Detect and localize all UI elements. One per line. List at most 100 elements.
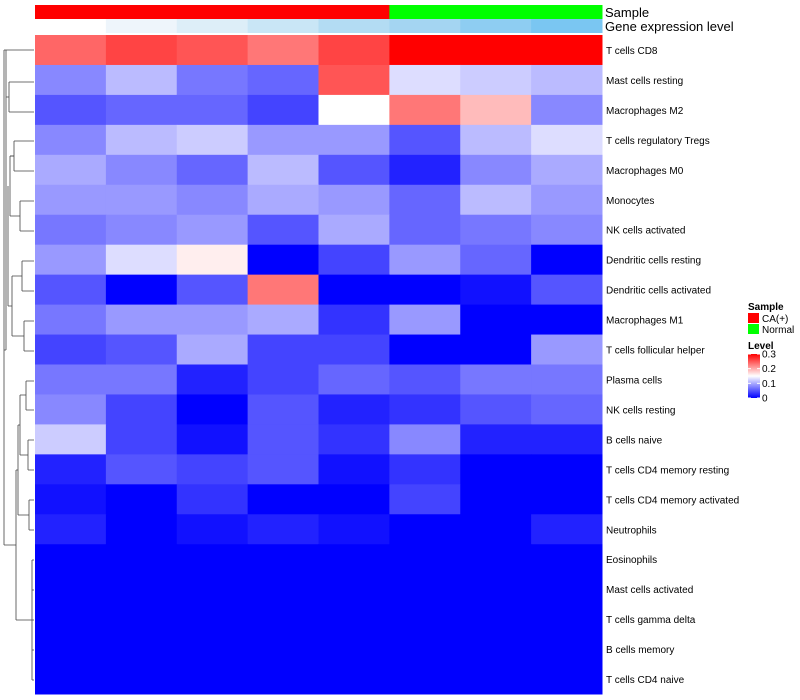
- annotation-cell-sample: [531, 5, 603, 19]
- heatmap-cell: [389, 634, 461, 665]
- heatmap-cell: [176, 574, 249, 605]
- heatmap-cell: [460, 424, 532, 455]
- heatmap-cell: [105, 35, 178, 66]
- heatmap-cell: [247, 244, 319, 276]
- heatmap-cell: [460, 364, 532, 395]
- heatmap-cell: [531, 64, 603, 96]
- heatmap-cell: [460, 35, 532, 66]
- heatmap-cell: [176, 214, 249, 246]
- heatmap-cell: [318, 664, 390, 695]
- dendrogram-branch: [10, 140, 34, 172]
- annotation-cell-expression: [105, 19, 178, 33]
- heatmap-cell: [389, 124, 461, 156]
- heatmap-cell: [460, 514, 532, 545]
- heatmap-cell: [35, 154, 107, 186]
- heatmap-cell: [531, 664, 603, 695]
- annotation-cell-sample: [318, 5, 390, 19]
- annotation-cell-sample: [176, 5, 249, 19]
- heatmap-cell: [318, 274, 390, 306]
- heatmap-cell: [176, 484, 249, 515]
- row-label: T cells CD4 memory activated: [606, 495, 739, 506]
- dendrogram-branch: [5, 49, 34, 350]
- heatmap-cell: [176, 394, 249, 425]
- heatmap-cell: [35, 394, 107, 425]
- heatmap-cell: [318, 544, 390, 575]
- heatmap-cell: [176, 514, 249, 545]
- heatmap-cell: [105, 394, 178, 425]
- dendrogram-branch: [7, 186, 13, 336]
- dendrogram-branch: [3, 350, 32, 621]
- heatmap-cell: [35, 184, 107, 216]
- heatmap-cell: [105, 454, 178, 485]
- row-label: Macrophages M0: [606, 166, 684, 177]
- heatmap-cell: [176, 424, 249, 455]
- legend-swatch: [748, 324, 759, 334]
- heatmap-cell: [35, 574, 107, 605]
- heatmap-cell: [176, 64, 249, 96]
- row-label: Plasma cells: [606, 375, 662, 386]
- heatmap-cell: [35, 334, 107, 365]
- heatmap-cell: [318, 424, 390, 455]
- heatmap-cell: [105, 64, 178, 96]
- heatmap-cell: [389, 364, 461, 395]
- annotation-cell-expression: [531, 19, 603, 33]
- heatmap-cell: [389, 274, 461, 306]
- annotation-cell-expression: [318, 19, 390, 33]
- legend: Sample CA(+)Normal Level 0.3 0.2 0.1 0: [748, 302, 794, 405]
- heatmap-cell: [105, 634, 178, 665]
- heatmap-cell: [35, 604, 107, 635]
- heatmap-cell: [247, 574, 319, 605]
- annotation-tracks: [35, 5, 603, 33]
- heatmap-cell: [105, 304, 178, 336]
- heatmap-cell: [460, 94, 532, 126]
- row-label: T cells CD4 naive: [606, 675, 685, 686]
- heatmap-cell: [389, 304, 461, 336]
- heatmap-cell: [247, 394, 319, 425]
- heatmap-cell: [531, 364, 603, 395]
- heatmap-cell: [35, 454, 107, 485]
- heatmap-cell: [531, 274, 603, 306]
- heatmap-cell: [318, 334, 390, 365]
- row-label: Monocytes: [606, 196, 654, 207]
- annotation-label-sample: Sample: [605, 5, 649, 20]
- heatmap-cell: [105, 154, 178, 186]
- annotation-cell-sample: [389, 5, 461, 19]
- row-label: Dendritic cells activated: [606, 286, 711, 297]
- heatmap-cell: [176, 454, 249, 485]
- heatmap-cell: [531, 334, 603, 365]
- row-label: Eosinophils: [606, 555, 657, 566]
- dendrogram-branch: [19, 395, 34, 471]
- heatmap-cell: [389, 214, 461, 246]
- heatmap-cell: [318, 604, 390, 635]
- heatmap-cell: [176, 124, 249, 156]
- heatmap-cell: [247, 304, 319, 336]
- legend-item-label: Normal: [762, 325, 794, 336]
- dendrogram-branch: [17, 424, 34, 531]
- annotation-cell-expression: [176, 19, 249, 33]
- heatmap-cell: [35, 424, 107, 455]
- heatmap-cell: [176, 154, 249, 186]
- heatmap-cell: [318, 94, 390, 126]
- annotation-cell-expression: [460, 19, 532, 33]
- heatmap-cell: [247, 604, 319, 635]
- heatmap-cell: [35, 64, 107, 96]
- legend-level-colorbar: [748, 354, 760, 398]
- heatmap-cell: [247, 154, 319, 186]
- heatmap-cell: [35, 244, 107, 276]
- heatmap-cell: [389, 244, 461, 276]
- row-label: NK cells activated: [606, 226, 685, 237]
- heatmap-cell: [460, 574, 532, 605]
- heatmap-cell: [318, 634, 390, 665]
- heatmap-cell: [389, 544, 461, 575]
- legend-sample-title: Sample: [748, 302, 784, 313]
- heatmap-cell: [105, 94, 178, 126]
- heatmap-cell: [105, 244, 178, 276]
- heatmap-cell: [460, 64, 532, 96]
- heatmap-cell: [531, 154, 603, 186]
- heatmap-cell: [318, 484, 390, 515]
- legend-tick-label: 0.2: [762, 364, 776, 375]
- heatmap-cell: [460, 394, 532, 425]
- heatmap-cell: [318, 154, 390, 186]
- legend-swatch: [748, 313, 759, 323]
